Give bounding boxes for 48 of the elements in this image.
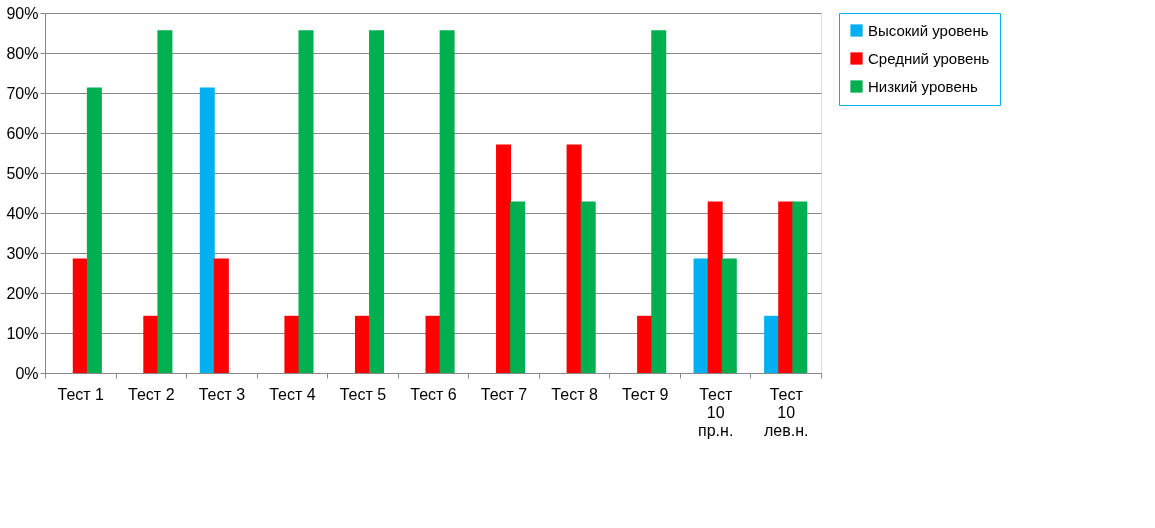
- y-tick-label: 30%: [6, 244, 39, 262]
- x-tick-label: Тест 6: [410, 385, 457, 403]
- bar: [778, 201, 794, 373]
- bar: [298, 30, 314, 373]
- bar: [425, 315, 441, 373]
- bar: [764, 315, 780, 373]
- bar: [792, 201, 808, 373]
- bar: [72, 258, 88, 373]
- y-tick-label: 60%: [6, 124, 39, 142]
- bar: [143, 315, 159, 373]
- y-tick-label: 40%: [6, 204, 39, 222]
- x-tick-label: Тест 7: [480, 385, 528, 403]
- x-tick-label: Тест 2: [128, 385, 175, 403]
- legend-label: Высокий уровень: [868, 21, 989, 39]
- bar: [707, 201, 723, 373]
- bar: [369, 30, 385, 373]
- bar: [284, 315, 300, 373]
- x-tick-label: Тест 8: [551, 385, 598, 403]
- x-tick-label: Тест 10 лев.н.: [763, 385, 809, 439]
- bar: [213, 258, 229, 373]
- bar: [651, 30, 667, 373]
- legend-label: Средний уровень: [868, 49, 990, 67]
- x-tick-label: Тест 10 пр.н.: [698, 385, 734, 439]
- bar: [637, 315, 653, 373]
- bar: [566, 144, 582, 373]
- y-tick-label: 80%: [6, 44, 39, 62]
- y-tick-label: 90%: [6, 4, 39, 22]
- bar: [580, 201, 596, 373]
- bar: [86, 87, 102, 373]
- y-tick-label: 70%: [6, 84, 39, 102]
- bar: [439, 30, 455, 373]
- bar: [354, 315, 370, 373]
- y-tick-label: 20%: [6, 284, 39, 302]
- x-tick-label: Тест 4: [269, 385, 316, 403]
- x-tick-label: Тест 3: [198, 385, 246, 403]
- bar: [157, 30, 173, 373]
- bar: [510, 201, 526, 373]
- bar: [199, 87, 215, 373]
- bar: [496, 144, 512, 373]
- y-tick-label: 50%: [6, 164, 39, 182]
- x-tick-label: Тест 9: [621, 385, 669, 403]
- x-tick-label: Тест 5: [339, 385, 387, 403]
- legend-label: Низкий уровень: [868, 77, 979, 95]
- y-tick-label: 10%: [6, 324, 39, 342]
- bar: [721, 258, 737, 373]
- x-tick-label: Тест 1: [57, 385, 105, 403]
- y-tick-label: 0%: [15, 364, 39, 382]
- bar: [693, 258, 709, 373]
